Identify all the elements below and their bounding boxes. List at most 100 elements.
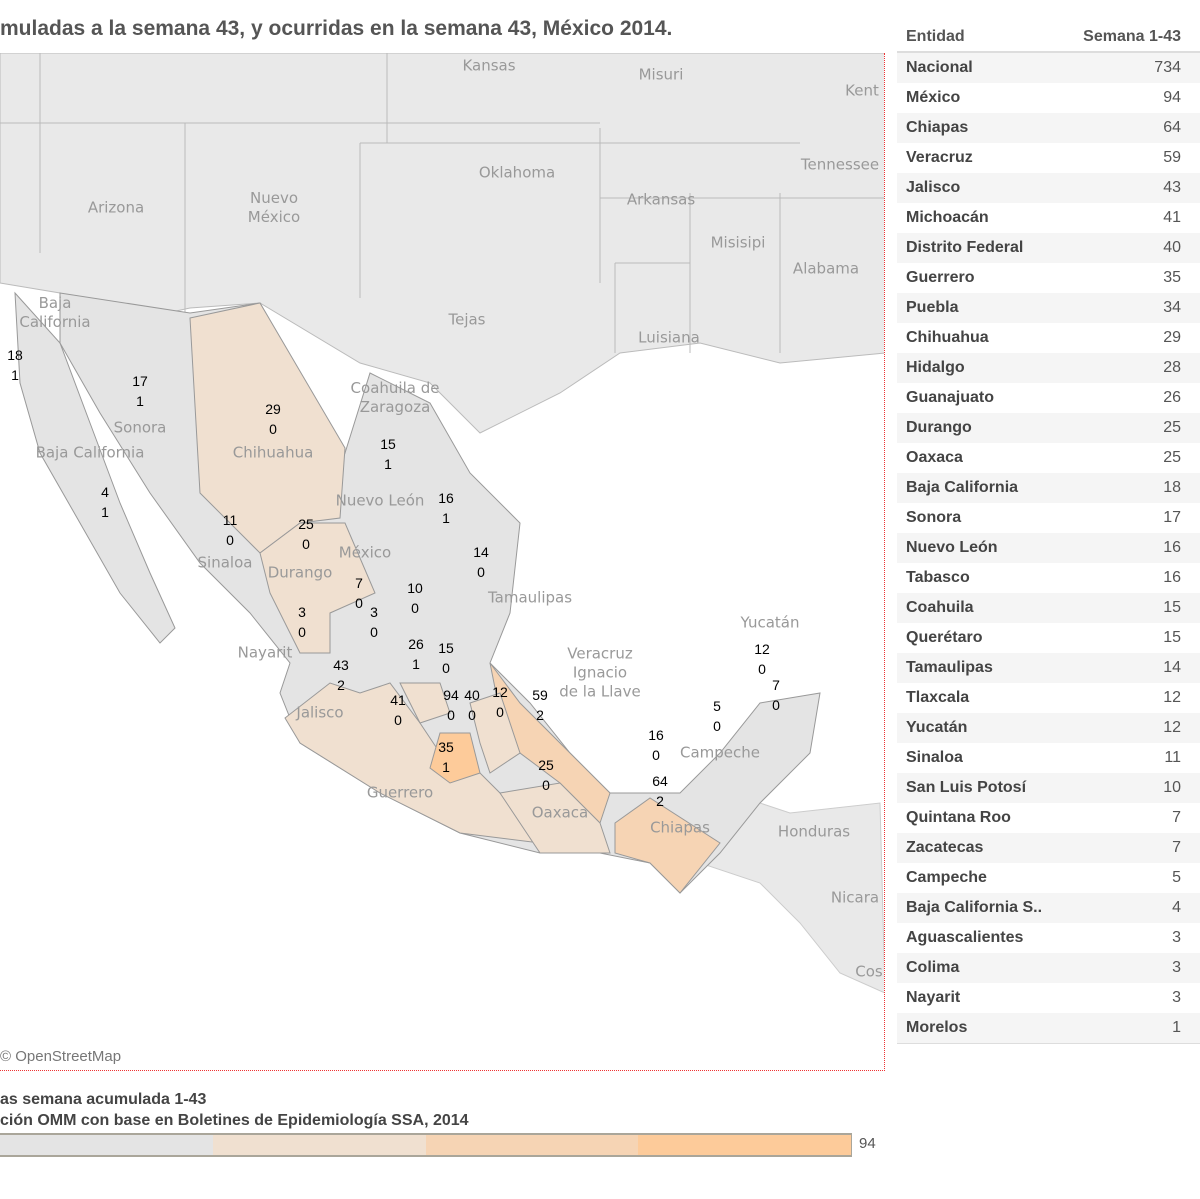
row-value: 12 — [1163, 689, 1181, 706]
state-marker[interactable]: 14 0 — [473, 542, 489, 582]
state-marker[interactable]: 41 0 — [390, 690, 406, 730]
table-row[interactable]: Quintana Roo 7 — [897, 803, 1200, 833]
row-entidad: Tlaxcala — [906, 689, 970, 706]
row-value: 15 — [1163, 599, 1181, 616]
row-value: 10 — [1163, 779, 1181, 796]
table-row[interactable]: Chiapas 64 — [897, 113, 1200, 143]
table-row[interactable]: Oaxaca 25 — [897, 443, 1200, 473]
baja-california — [14, 291, 176, 644]
table-row[interactable]: Coahuila 15 — [897, 593, 1200, 623]
state-marker[interactable]: 15 0 — [438, 638, 454, 678]
marker-week: 0 — [226, 532, 234, 548]
state-marker[interactable]: 16 1 — [438, 488, 454, 528]
marker-cumulative: 43 — [333, 657, 349, 673]
table-row[interactable]: Colima 3 — [897, 953, 1200, 983]
header-semana[interactable]: Semana 1-43 — [1083, 28, 1181, 45]
map-place-label: Kent — [845, 81, 879, 100]
state-marker[interactable]: 40 0 — [464, 685, 480, 725]
row-entidad: Sinaloa — [906, 749, 963, 766]
state-marker[interactable]: 26 1 — [408, 634, 424, 674]
row-entidad: Nacional — [906, 59, 973, 76]
map-place-label: Nicara — [830, 888, 880, 907]
state-marker[interactable]: 12 0 — [492, 682, 508, 722]
table-row[interactable]: Tabasco 16 — [897, 563, 1200, 593]
map-view[interactable]: Kansas Misuri Kent Oklahoma Tennessee Arizona… — [0, 53, 885, 1071]
map-place-label: México — [338, 543, 392, 562]
marker-week: 1 — [412, 656, 420, 672]
state-marker[interactable]: 35 1 — [438, 737, 454, 777]
row-entidad: Veracruz — [906, 149, 973, 166]
table-row[interactable]: Distrito Federal 40 — [897, 233, 1200, 263]
row-entidad: Oaxaca — [906, 449, 963, 466]
table-row[interactable]: Michoacán 41 — [897, 203, 1200, 233]
state-marker[interactable]: 29 0 — [265, 399, 281, 439]
table-row[interactable]: Tlaxcala 12 — [897, 683, 1200, 713]
table-row[interactable]: Guerrero 35 — [897, 263, 1200, 293]
table-row[interactable]: Zacatecas 7 — [897, 833, 1200, 863]
state-marker[interactable]: 18 1 — [7, 345, 23, 385]
state-marker[interactable]: 25 0 — [298, 514, 314, 554]
map-place-label: Chihuahua — [232, 443, 314, 462]
header-entidad[interactable]: Entidad — [906, 28, 965, 45]
state-marker[interactable]: 43 2 — [333, 655, 349, 695]
table-row[interactable]: Baja California S.. 4 — [897, 893, 1200, 923]
table-row[interactable]: Veracruz 59 — [897, 143, 1200, 173]
state-marker[interactable]: 12 0 — [754, 639, 770, 679]
state-marker[interactable]: 15 1 — [380, 434, 396, 474]
map-place-label: Nayarit — [237, 643, 293, 662]
table-row[interactable]: Durango 25 — [897, 413, 1200, 443]
table-row[interactable]: Morelos 1 — [897, 1013, 1200, 1043]
table-row[interactable]: Nayarit 3 — [897, 983, 1200, 1013]
map-place-label: Nuevo México — [247, 189, 301, 226]
state-marker[interactable]: 11 0 — [223, 510, 238, 550]
state-marker[interactable]: 10 0 — [407, 578, 423, 618]
row-value: 28 — [1163, 359, 1181, 376]
state-marker[interactable]: 94 0 — [443, 685, 459, 725]
table-row[interactable]: Aguascalientes 3 — [897, 923, 1200, 953]
row-entidad: Colima — [906, 959, 960, 976]
table-row[interactable]: Yucatán 12 — [897, 713, 1200, 743]
state-marker[interactable]: 64 2 — [652, 771, 668, 811]
marker-cumulative: 12 — [492, 684, 508, 700]
row-value: 3 — [1172, 989, 1181, 1006]
state-marker[interactable]: 16 0 — [648, 725, 664, 765]
table-row[interactable]: Chihuahua 29 — [897, 323, 1200, 353]
table-row[interactable]: Nuevo León 16 — [897, 533, 1200, 563]
table-row[interactable]: Tamaulipas 14 — [897, 653, 1200, 683]
table-body: Nacional 734 México 94 Chiapas 64 Veracruz 59 Ja… — [897, 53, 1200, 1044]
row-value: 5 — [1172, 869, 1181, 886]
state-marker[interactable]: 17 1 — [132, 371, 148, 411]
table-row[interactable]: Hidalgo 28 — [897, 353, 1200, 383]
table-row[interactable]: Jalisco 43 — [897, 173, 1200, 203]
row-value: 11 — [1164, 749, 1181, 766]
marker-cumulative: 12 — [754, 641, 770, 657]
table-row[interactable]: Nacional 734 — [897, 53, 1200, 83]
marker-cumulative: 29 — [265, 401, 281, 417]
table-row[interactable]: Querétaro 15 — [897, 623, 1200, 653]
row-value: 14 — [1163, 659, 1181, 676]
table-row[interactable]: México 94 — [897, 83, 1200, 113]
table-row[interactable]: Puebla 34 — [897, 293, 1200, 323]
state-chiapas — [614, 797, 721, 894]
table-row[interactable]: Campeche 5 — [897, 863, 1200, 893]
row-entidad: Guerrero — [906, 269, 975, 286]
osm-attribution[interactable]: © OpenStreetMap — [0, 1048, 122, 1065]
table-row[interactable]: Guanajuato 26 — [897, 383, 1200, 413]
marker-cumulative: 26 — [408, 636, 424, 652]
row-entidad: Baja California — [906, 479, 1019, 496]
table-row[interactable]: San Luis Potosí 10 — [897, 773, 1200, 803]
table-row[interactable]: Baja California 18 — [897, 473, 1200, 503]
table-row[interactable]: Sinaloa 11 — [897, 743, 1200, 773]
state-marker[interactable]: 59 2 — [532, 685, 548, 725]
table-row[interactable]: Sonora 17 — [897, 503, 1200, 533]
state-marker[interactable]: 25 0 — [538, 755, 554, 795]
legend-swatch — [0, 1135, 213, 1155]
map-place-label: Oaxaca — [531, 803, 589, 822]
state-puebla-hidalgo — [469, 692, 521, 774]
